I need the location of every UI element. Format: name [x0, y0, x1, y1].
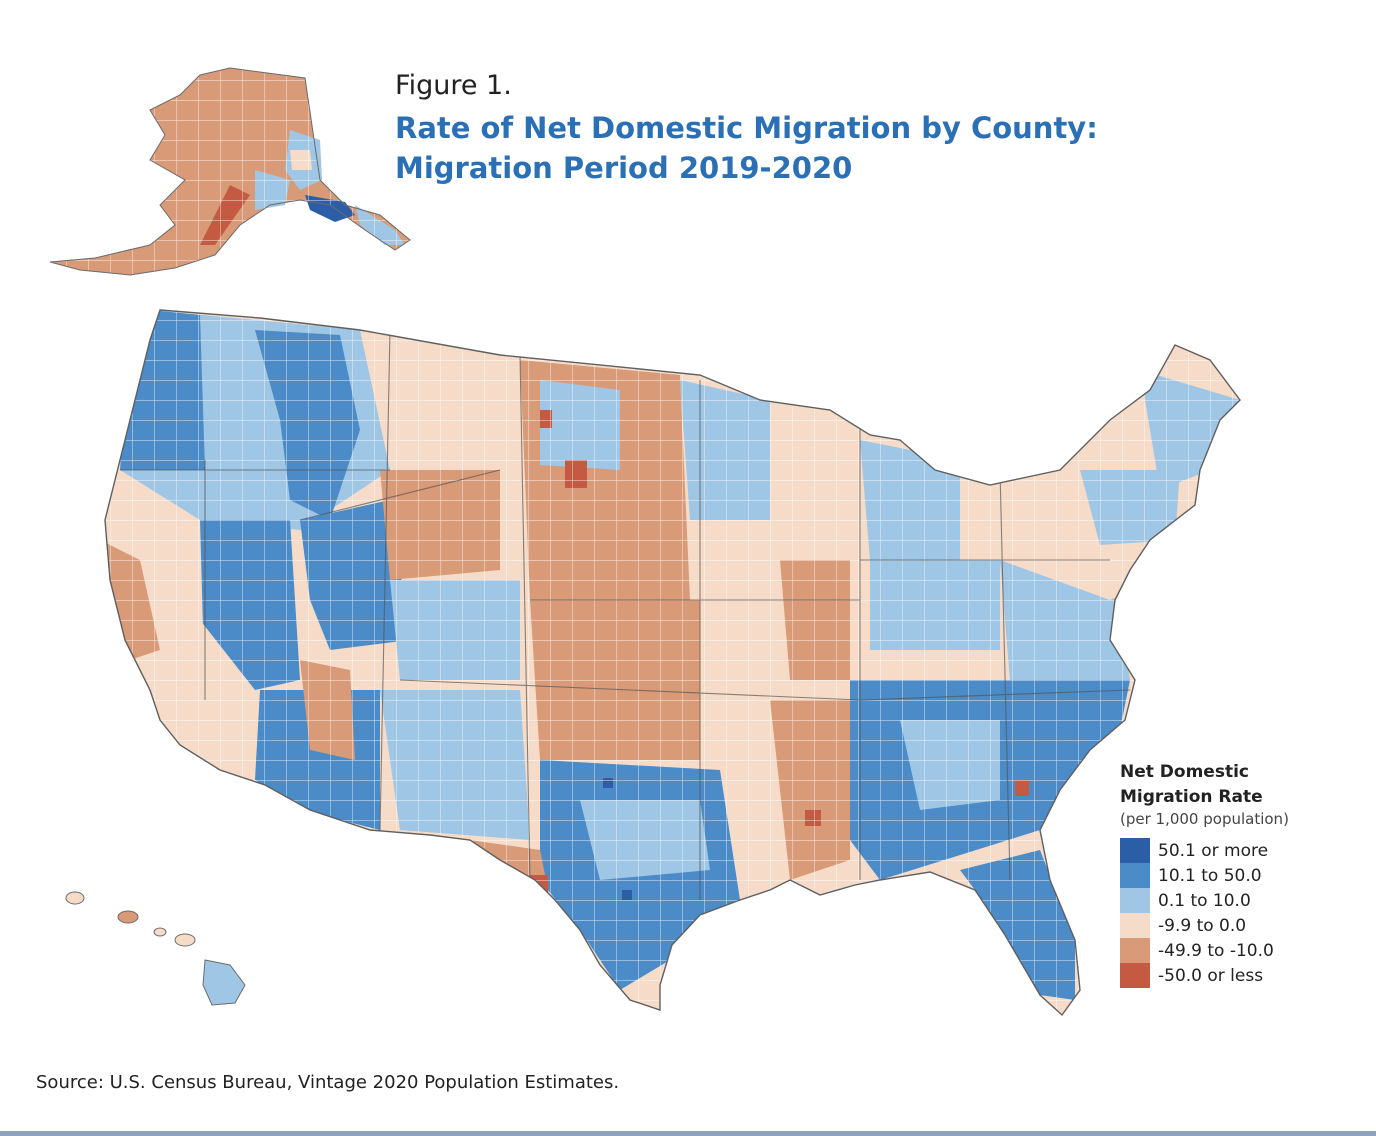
hawaii-shape — [65, 891, 246, 1006]
legend-swatch — [1120, 938, 1150, 963]
conus-shape — [105, 310, 1240, 1015]
legend-item: -49.9 to -10.0 — [1120, 938, 1360, 963]
legend-item: -50.0 or less — [1120, 963, 1360, 988]
legend-label: 0.1 to 10.0 — [1158, 890, 1251, 911]
figure-label: Figure 1. — [395, 70, 512, 101]
legend-swatch — [1120, 838, 1150, 863]
legend-subtitle: (per 1,000 population) — [1120, 810, 1289, 828]
legend-swatch — [1120, 913, 1150, 938]
legend-label: -49.9 to -10.0 — [1158, 940, 1274, 961]
legend-label: -9.9 to 0.0 — [1158, 915, 1247, 936]
bottom-divider — [0, 1131, 1376, 1136]
legend-title-line-2: Migration Rate — [1120, 787, 1263, 807]
legend-label: 10.1 to 50.0 — [1158, 865, 1262, 886]
legend-title-line-1: Net Domestic — [1120, 762, 1249, 782]
legend-swatch — [1120, 863, 1150, 888]
figure-title: Rate of Net Domestic Migration by County… — [395, 108, 1098, 188]
title-line-1: Rate of Net Domestic Migration by County… — [395, 111, 1098, 145]
legend-item: -9.9 to 0.0 — [1120, 913, 1360, 938]
legend-swatch — [1120, 963, 1150, 988]
legend: Net Domestic Migration Rate (per 1,000 p… — [1120, 760, 1360, 988]
legend-label: 50.1 or more — [1158, 840, 1269, 861]
legend-item: 10.1 to 50.0 — [1120, 863, 1360, 888]
legend-swatch — [1120, 888, 1150, 913]
alaska-shape — [49, 67, 411, 276]
legend-label: -50.0 or less — [1158, 965, 1264, 986]
legend-item: 50.1 or more — [1120, 838, 1360, 863]
source-note: Source: U.S. Census Bureau, Vintage 2020… — [36, 1072, 620, 1093]
title-line-2: Migration Period 2019-2020 — [395, 151, 853, 185]
legend-item: 0.1 to 10.0 — [1120, 888, 1360, 913]
